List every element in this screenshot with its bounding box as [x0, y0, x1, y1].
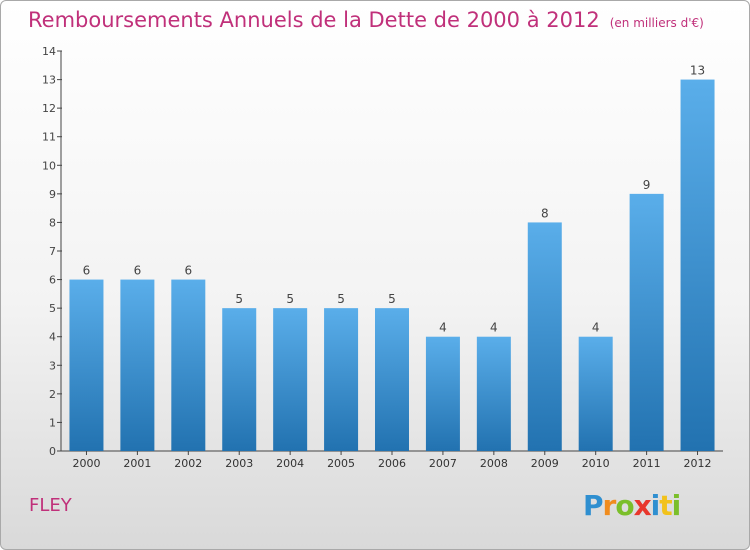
chart-title: Remboursements Annuels de la Dette de 20…	[28, 8, 704, 32]
x-tick-label: 2003	[225, 457, 253, 470]
bar	[578, 336, 613, 451]
data-label: 9	[643, 178, 651, 192]
x-tick-label: 2006	[378, 457, 406, 470]
bar	[222, 308, 257, 451]
x-tick-label: 2001	[123, 457, 151, 470]
data-label: 5	[286, 292, 294, 306]
y-tick-label: 7	[49, 245, 56, 258]
logo-letter: t	[659, 489, 672, 522]
y-tick-label: 6	[49, 274, 56, 287]
data-label: 6	[134, 264, 142, 278]
logo-letter: i	[671, 489, 682, 522]
data-label: 4	[490, 321, 498, 335]
y-tick-label: 8	[49, 216, 56, 229]
data-label: 4	[439, 321, 447, 335]
logo-letter: r	[602, 489, 617, 522]
data-label: 5	[235, 292, 243, 306]
y-tick-label: 4	[49, 331, 56, 344]
x-tick-label: 2008	[480, 457, 508, 470]
bar	[680, 79, 715, 452]
y-tick-label: 5	[49, 302, 56, 315]
bar	[171, 279, 206, 451]
data-label: 13	[690, 64, 705, 78]
x-tick-label: 2011	[633, 457, 661, 470]
y-tick-label: 11	[42, 131, 56, 144]
bars-group	[69, 79, 715, 452]
bar	[375, 308, 409, 451]
logo-letter: o	[615, 489, 634, 522]
y-tick-label: 10	[42, 159, 56, 172]
y-tick-label: 1	[49, 416, 56, 429]
y-tick-label: 0	[49, 445, 56, 458]
y-tick-label: 3	[49, 359, 56, 372]
data-label: 6	[184, 264, 192, 278]
logo-letter: x	[633, 489, 652, 522]
y-tick-label: 9	[49, 188, 56, 201]
bar	[527, 222, 562, 451]
y-tick-label: 12	[42, 102, 56, 115]
logo-letter: P	[583, 489, 604, 522]
town-name: FLEY	[29, 495, 72, 516]
title-text: Remboursements Annuels de la Dette de 20…	[28, 8, 600, 32]
chart-subtitle: (en milliers d'€)	[609, 16, 704, 30]
x-tick-label: 2007	[429, 457, 457, 470]
data-label: 8	[541, 206, 549, 220]
bar	[273, 308, 308, 451]
bar	[425, 336, 460, 451]
x-tick-label: 2009	[531, 457, 559, 470]
proxiti-logo[interactable]: Proxiti	[583, 489, 682, 522]
data-label: 6	[83, 264, 91, 278]
data-label: 5	[388, 292, 396, 306]
data-label: 5	[337, 292, 345, 306]
bar	[324, 308, 359, 451]
data-label: 4	[592, 321, 600, 335]
bar	[120, 279, 155, 451]
bar	[69, 279, 104, 451]
x-tick-label: 2010	[582, 457, 610, 470]
y-tick-label: 13	[42, 74, 56, 87]
x-tick-label: 2002	[174, 457, 202, 470]
labels-group: 6 2000 6 2001 6 2002 5 2003 5 2004 5 2005 5 2006 4 2007…	[72, 64, 711, 470]
y-tick-label: 14	[42, 45, 56, 58]
x-tick-label: 2000	[72, 457, 100, 470]
x-tick-label: 2004	[276, 457, 304, 470]
logo-letter: i	[650, 489, 661, 522]
x-tick-label: 2005	[327, 457, 355, 470]
bar	[629, 193, 664, 451]
x-tick-label: 2012	[684, 457, 712, 470]
bar	[476, 336, 511, 451]
y-tick-label: 2	[49, 388, 56, 401]
